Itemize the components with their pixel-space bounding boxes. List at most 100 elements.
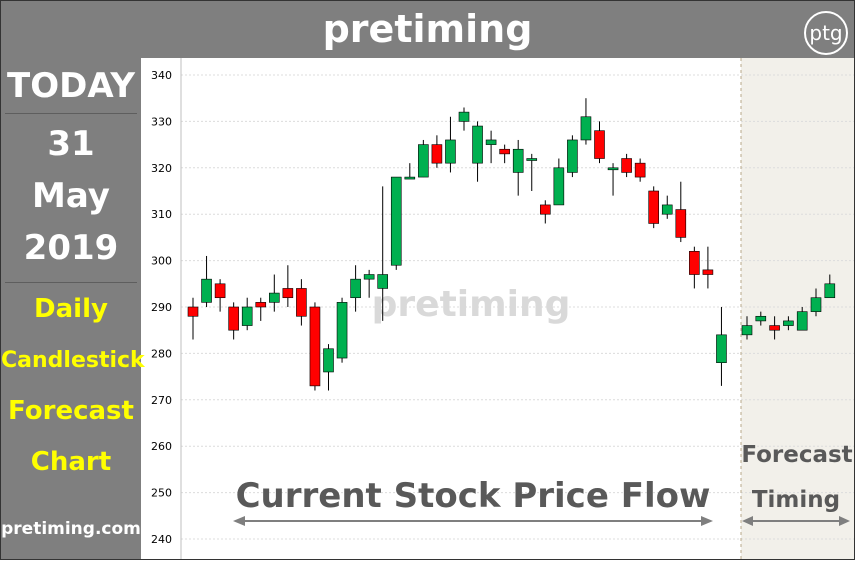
candle-body [648,190,660,224]
candle [404,163,416,180]
candle-body [377,274,388,289]
candle-body [539,204,551,215]
candle-body [594,130,605,159]
y-tick-label: 320 [151,162,172,175]
y-tick-label: 260 [151,440,172,453]
candle [594,121,605,164]
forecast-candle-body [755,315,767,322]
candle-body [228,306,239,331]
candle-body [241,306,253,326]
candle-body [201,278,212,303]
candle [621,153,632,178]
candle-body [607,167,619,171]
candle-body [269,292,280,303]
y-tick-label: 340 [151,69,172,82]
candle-body [499,148,510,155]
header-title: pretiming [322,7,533,51]
today-label: TODAY [7,66,135,106]
y-tick-label: 300 [151,255,172,268]
candle [512,139,524,196]
candle [539,200,551,224]
timing-label: Timing [752,487,840,513]
forecast-candle-body [824,283,836,299]
date-day: 31 [47,124,95,164]
candle [377,186,388,321]
candle-body [567,139,578,173]
y-axis: 240 250 260 270 280 290 300 310 320 330 340 [151,58,182,559]
candle [336,297,348,363]
desc-line-chart: Chart [30,447,112,477]
candle [553,158,565,206]
y-tick-label: 270 [151,394,172,407]
candle [350,265,361,312]
candle-body [634,162,646,178]
candle-body [350,278,361,299]
candle [228,302,239,340]
candle-body [214,283,226,299]
candle-body [526,158,538,161]
candle [716,307,727,386]
forecast-candle [741,316,753,340]
candle-body [472,125,483,164]
ptg-logo: ptg [804,11,848,55]
candle [702,246,714,289]
forecast-candle [783,316,794,331]
candle [323,344,334,391]
sidebar-panel: TODAY 31 May 2019 Daily Candlestick Fore… [1,58,145,559]
forecast-candle-body [783,320,794,326]
candle-body [431,144,443,164]
candle [526,153,538,191]
candle [567,135,578,178]
candle-body [255,302,267,308]
forecast-arrow [742,516,850,526]
candle [607,163,619,196]
candle [363,269,375,298]
candle [187,297,199,340]
forecast-candle [796,307,808,331]
forecast-candle [824,274,836,299]
candle-body [580,116,592,141]
site-link[interactable]: pretiming.com [1,519,141,539]
candle-body [512,148,524,173]
candle-body [621,158,632,173]
y-tick-label: 290 [151,301,172,314]
header-bar: pretiming ptg [1,1,854,58]
desc-line-daily: Daily [34,294,108,324]
candle [269,274,280,312]
y-tick-label: 310 [151,208,172,221]
candle-body [553,167,565,206]
candle-body [404,176,416,180]
candle-body [336,302,348,359]
candle-body [675,209,687,238]
watermark: pretiming [372,284,571,325]
chart-svg: 240 250 260 270 280 290 300 310 320 330 340 pretim… [151,58,854,559]
candle-body [390,176,402,266]
y-tick-label: 250 [151,487,172,500]
candle-body [282,288,294,299]
candle [485,130,497,164]
candle-body [661,204,673,215]
candle-body [702,269,714,275]
chart-description: Daily Candlestick Forecast Chart [1,284,145,488]
sidebar-divider [5,113,137,114]
forecast-candle [769,316,780,340]
current-flow-label: Current Stock Price Flow [236,476,711,516]
candle [390,176,402,270]
candle-body [458,111,470,122]
forecast-date: 31 May 2019 [1,118,141,274]
desc-line-candlestick: Candlestick [1,348,145,373]
forecast-candle-body [796,311,808,331]
candle [458,107,470,131]
candle [472,121,483,182]
candle [201,255,212,307]
candles [187,98,836,391]
forecast-candle [810,288,822,317]
forecast-candle-body [741,325,753,336]
candlestick-chart: 240 250 260 270 280 290 300 310 320 330 340 pretim… [141,58,854,559]
candle [431,135,443,168]
candle [255,297,267,321]
candle [241,297,253,331]
y-tick-label: 330 [151,115,172,128]
candle-body [323,348,334,373]
candle [309,302,321,391]
